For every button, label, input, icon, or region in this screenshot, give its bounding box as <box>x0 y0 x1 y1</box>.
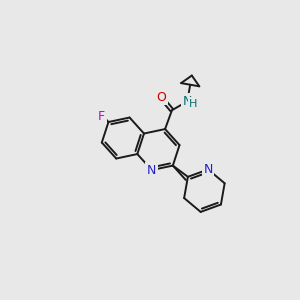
Text: O: O <box>156 91 166 104</box>
Text: N: N <box>183 95 192 108</box>
Text: F: F <box>98 110 105 123</box>
Text: N: N <box>203 163 213 176</box>
Text: N: N <box>147 164 156 177</box>
Text: H: H <box>189 99 198 109</box>
